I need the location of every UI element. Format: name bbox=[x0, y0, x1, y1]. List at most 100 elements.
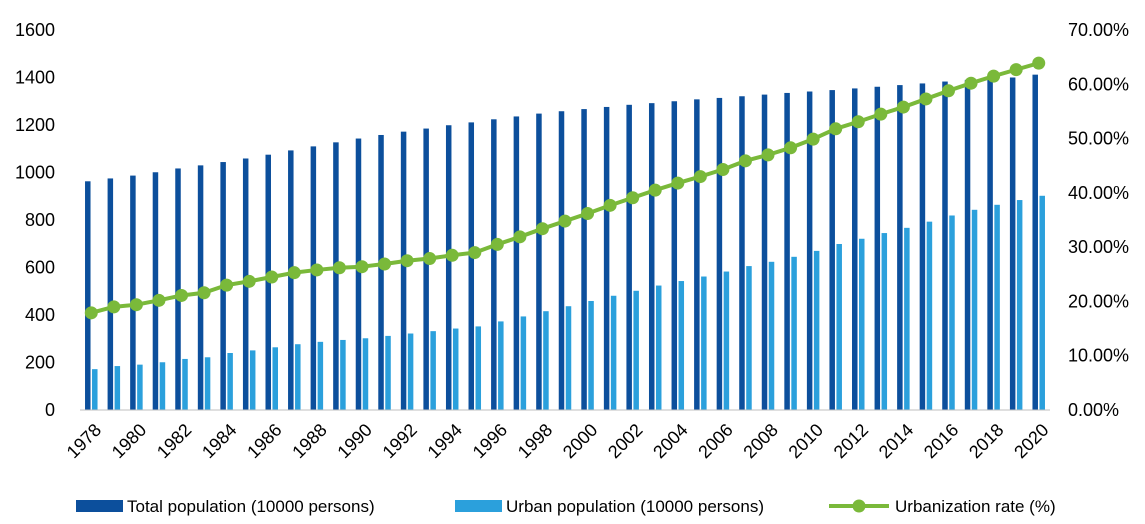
bar-urban-population bbox=[452, 328, 459, 410]
y-left-tick-label: 400 bbox=[25, 305, 55, 325]
bar-total-population bbox=[942, 81, 948, 410]
y-right-tick-label: 30.00% bbox=[1068, 237, 1129, 257]
bar-urban-population bbox=[904, 227, 910, 410]
bar-total-population bbox=[739, 96, 745, 410]
bar-urban-population bbox=[92, 369, 98, 410]
bar-urban-population bbox=[114, 366, 121, 410]
y-right-tick-label: 10.00% bbox=[1068, 346, 1129, 366]
bar-urban-population bbox=[362, 338, 369, 410]
bar-urban-population bbox=[768, 261, 775, 410]
urbanization-rate-point bbox=[671, 176, 685, 190]
urbanization-rate-point bbox=[242, 274, 256, 288]
y-left-tick-label: 1200 bbox=[15, 115, 55, 135]
urbanization-rate-point bbox=[400, 254, 414, 268]
legend-label: Urbanization rate (%) bbox=[895, 497, 1056, 516]
x-tick-label: 2016 bbox=[920, 420, 962, 462]
bar-total-population bbox=[874, 86, 881, 410]
x-tick-label: 1990 bbox=[333, 420, 375, 462]
bar-total-population bbox=[513, 116, 520, 410]
x-tick-label: 1984 bbox=[198, 420, 240, 462]
bar-urban-population bbox=[227, 353, 233, 410]
bar-urban-population bbox=[204, 357, 211, 410]
y-axis-right: 0.00% 10.00% 20.00% 30.00% 40.00% 50.00% 60.00… bbox=[1068, 20, 1129, 420]
bar-urban-population bbox=[971, 209, 978, 410]
x-tick-label: 2012 bbox=[830, 420, 872, 462]
bar-total-population bbox=[175, 168, 181, 410]
bar-total-population bbox=[152, 172, 159, 410]
bar-total-population bbox=[107, 178, 114, 410]
bar-total-population bbox=[761, 94, 768, 410]
bar-urban-population bbox=[813, 250, 820, 411]
bar-urban-population bbox=[588, 300, 594, 410]
bar-total-population bbox=[288, 150, 294, 410]
bar-urban-population bbox=[701, 276, 707, 410]
x-tick-label: 1978 bbox=[63, 420, 105, 462]
x-tick-label: 1998 bbox=[514, 420, 556, 462]
x-tick-label: 1980 bbox=[108, 420, 150, 462]
bar-total-population bbox=[355, 138, 362, 411]
y-right-tick-label: 60.00% bbox=[1068, 74, 1129, 94]
urbanization-rate-point bbox=[1032, 56, 1046, 70]
x-tick-label: 2014 bbox=[875, 420, 917, 462]
y-left-tick-label: 0 bbox=[45, 400, 55, 420]
bar-total-population bbox=[445, 125, 452, 411]
y-right-tick-label: 0.00% bbox=[1068, 400, 1119, 420]
bar-urban-population bbox=[385, 335, 391, 410]
bar-total-population bbox=[378, 134, 384, 411]
bar-urban-population bbox=[949, 215, 955, 410]
bar-total-population bbox=[333, 142, 339, 410]
bar-total-population bbox=[671, 101, 678, 410]
urbanization-rate-point bbox=[784, 141, 798, 155]
y-left-tick-label: 1400 bbox=[15, 68, 55, 88]
x-tick-label: 2000 bbox=[559, 420, 601, 462]
bar-urban-population bbox=[655, 285, 662, 410]
bar-urban-population bbox=[159, 362, 166, 410]
line-layer bbox=[84, 56, 1046, 320]
bar-total-population bbox=[648, 103, 655, 411]
urbanization-rate-point bbox=[941, 84, 955, 98]
urbanization-rate-point bbox=[332, 261, 346, 275]
urbanization-rate-point bbox=[648, 183, 662, 197]
bar-urban-population bbox=[926, 221, 933, 410]
urbanization-rate-point bbox=[558, 214, 572, 228]
bar-total-population bbox=[558, 111, 565, 410]
bar-urban-population bbox=[565, 306, 572, 410]
urbanization-rate-point bbox=[603, 198, 617, 212]
bar-urban-population bbox=[746, 266, 752, 410]
bar-urban-population bbox=[317, 341, 324, 410]
bar-total-population bbox=[919, 83, 926, 410]
bar-urban-population bbox=[340, 339, 346, 410]
urbanization-rate-point bbox=[355, 260, 369, 274]
bar-total-population bbox=[716, 97, 723, 411]
x-tick-label: 2002 bbox=[604, 420, 646, 462]
urbanization-rate-point bbox=[197, 286, 211, 300]
bar-urban-population bbox=[994, 204, 1000, 410]
urbanization-rate-point bbox=[964, 76, 978, 90]
urbanization-rate-point bbox=[490, 237, 504, 251]
urbanization-rate-point bbox=[874, 107, 888, 121]
bar-urban-population bbox=[1039, 195, 1045, 410]
bar-urban-population bbox=[430, 331, 436, 410]
urbanization-rate-point bbox=[896, 100, 910, 114]
urbanization-rate-point bbox=[152, 293, 166, 307]
x-tick-label: 2004 bbox=[649, 420, 691, 462]
bar-urban-population bbox=[407, 333, 414, 410]
urbanization-rate-point bbox=[851, 115, 865, 129]
bar-urban-population bbox=[836, 243, 842, 410]
bar-urban-population bbox=[520, 316, 527, 410]
bar-urban-population bbox=[272, 347, 278, 410]
bar-urban-population bbox=[1016, 200, 1023, 410]
urbanization-rate-point bbox=[445, 248, 459, 262]
bar-total-population bbox=[784, 92, 790, 410]
urbanization-rate-point bbox=[287, 266, 301, 280]
urbanization-rate-point bbox=[716, 163, 730, 177]
y-left-tick-label: 200 bbox=[25, 353, 55, 373]
x-tick-label: 2018 bbox=[965, 420, 1007, 462]
bar-total-population bbox=[400, 131, 407, 410]
urbanization-rate-point bbox=[107, 300, 121, 314]
bar-urban-population bbox=[859, 238, 865, 410]
bar-total-population bbox=[806, 91, 813, 410]
x-tick-label: 2010 bbox=[785, 420, 827, 462]
bar-urban-population bbox=[633, 290, 639, 410]
